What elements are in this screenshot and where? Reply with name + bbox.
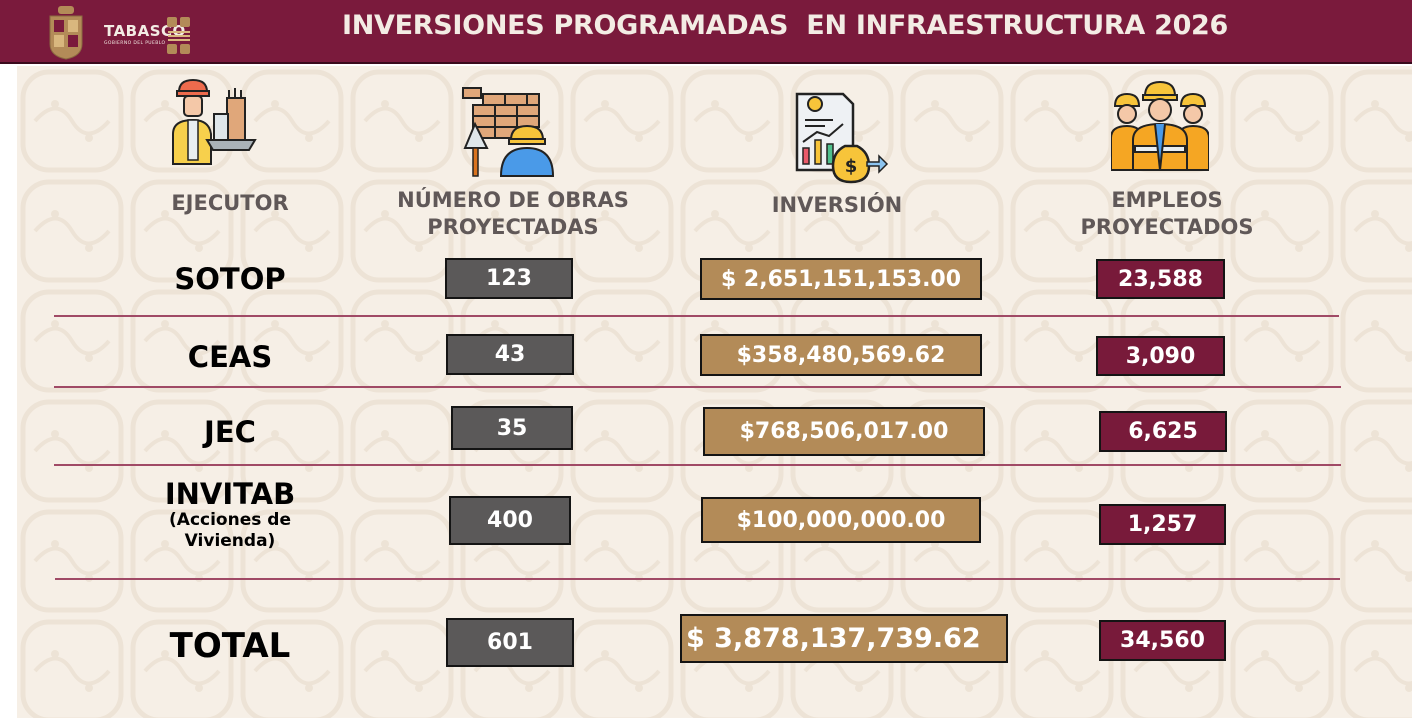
- column-header-inversion: INVERSIÓN: [771, 193, 903, 217]
- ejecutor-sotop: SOTOP: [174, 262, 286, 296]
- obras-value: 400: [449, 496, 571, 545]
- row-divider: [54, 315, 1339, 317]
- obras-value: 123: [445, 258, 573, 299]
- total-inversion-value: $ 3,878,137,739.62: [680, 614, 1008, 663]
- inversion-value: $ 2,651,151,153.00: [700, 258, 982, 300]
- bricklayer-icon: [462, 87, 555, 177]
- total-obras-value: 601: [446, 618, 574, 667]
- investment-report-icon: $: [795, 92, 889, 184]
- ejecutor-invitab-note-2: Vivienda): [184, 531, 276, 551]
- obras-value: 35: [451, 406, 573, 450]
- empleos-value: 6,625: [1099, 411, 1227, 452]
- obras-value: 43: [446, 334, 574, 375]
- workers-group-icon: [1111, 80, 1209, 171]
- ejecutor-ceas: CEAS: [187, 340, 273, 374]
- brand-subtitle: GOBIERNO DEL PUEBLO: [104, 41, 166, 46]
- svg-text:$: $: [845, 156, 858, 177]
- total-empleos-value: 34,560: [1099, 620, 1226, 661]
- ejecutor-invitab: INVITAB (Acciones de Vivienda): [135, 478, 325, 552]
- empleos-value: 3,090: [1096, 336, 1225, 376]
- empleos-value: 23,588: [1096, 259, 1225, 299]
- row-divider: [54, 464, 1341, 466]
- engineer-building-icon: [172, 78, 257, 165]
- page-title: INVERSIONES PROGRAMADAS EN INFRAESTRUCTU…: [342, 10, 1229, 41]
- inversion-value: $358,480,569.62: [700, 334, 982, 376]
- ejecutor-invitab-note: (Acciones de: [169, 510, 291, 530]
- coat-of-arms-icon: [49, 6, 83, 60]
- column-header-obras: NÚMERO DE OBRAS PROYECTADAS: [397, 188, 629, 239]
- content-area: $ EJECUTOR NÚMERO DE OBRAS PROYECTADAS I…: [17, 66, 1412, 718]
- row-divider: [55, 578, 1340, 580]
- column-header-ejecutor: EJECUTOR: [171, 191, 289, 215]
- inversion-value: $768,506,017.00: [703, 407, 985, 456]
- ejecutor-invitab-name: INVITAB: [164, 477, 296, 511]
- ejecutor-jec: JEC: [204, 415, 256, 449]
- column-header-empleos: EMPLEOS PROYECTADOS: [1080, 188, 1254, 239]
- brand: TABASCO GOBIERNO DEL PUEBLO: [104, 22, 186, 46]
- background-pattern: [17, 66, 1412, 718]
- header-bar: TABASCO GOBIERNO DEL PUEBLO INVERSIONES …: [0, 0, 1412, 64]
- inversion-value: $100,000,000.00: [701, 497, 981, 543]
- total-label: TOTAL: [169, 626, 291, 666]
- brand-name: TABASCO: [104, 22, 186, 40]
- row-divider: [54, 386, 1341, 388]
- empleos-value: 1,257: [1099, 504, 1226, 545]
- brand-glyphs-icon: [167, 17, 190, 54]
